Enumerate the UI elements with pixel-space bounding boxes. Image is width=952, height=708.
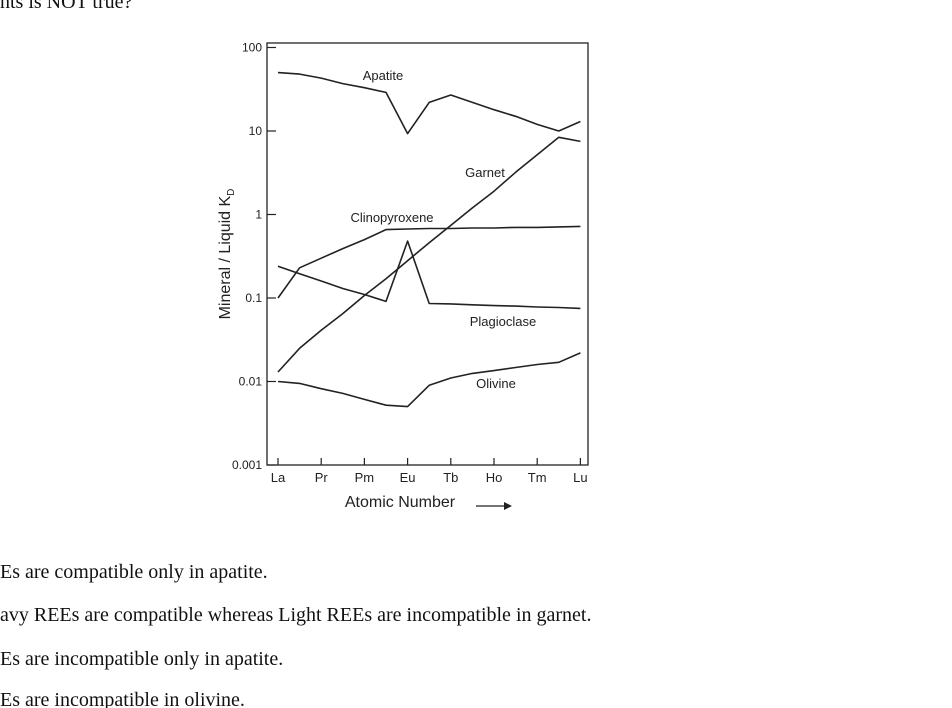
option: avy REEs are compatible whereas Light RE…	[0, 604, 591, 626]
arrow-head	[504, 502, 512, 510]
x-tick-label: Eu	[400, 470, 416, 485]
y-axis-title-subscript: D	[226, 189, 237, 196]
plot-frame	[266, 42, 589, 466]
x-tick-label: Ho	[486, 470, 503, 485]
x-tick-label: Pm	[355, 470, 375, 485]
series-line	[277, 71, 581, 135]
y-tick-label: 0.1	[245, 291, 262, 305]
series-label: Garnet	[465, 165, 505, 180]
series-label: Plagioclase	[470, 314, 537, 329]
y-axis-title-main: Mineral / Liquid K	[217, 195, 234, 319]
series-line	[277, 240, 581, 310]
y-tick-label: 100	[242, 41, 262, 55]
y-tick-label: 0.001	[232, 458, 262, 472]
x-tick-label: Lu	[573, 470, 587, 485]
option: Es are incompatible only in apatite.	[0, 648, 283, 670]
y-tick-label: 1	[255, 208, 262, 222]
x-tick-label: La	[271, 470, 286, 485]
series-line	[277, 352, 581, 408]
y-axis-title: Mineral / Liquid KD	[217, 189, 237, 320]
option: Es are incompatible in olivine.	[0, 689, 245, 708]
series-line	[277, 225, 581, 299]
y-axis-title-group: Mineral / Liquid KD	[217, 189, 237, 320]
x-tick-label: Pr	[315, 470, 329, 485]
question-text: nts is NOT true?	[0, 0, 133, 13]
series-line	[277, 136, 581, 373]
series-label: Olivine	[476, 376, 516, 391]
x-tick-label: Tm	[528, 470, 547, 485]
x-axis-title: Atomic Number	[345, 494, 456, 511]
series-label: Clinopyroxene	[350, 210, 433, 225]
series-label: Apatite	[363, 68, 403, 83]
y-tick-label: 0.01	[239, 375, 263, 389]
x-tick-label: Tb	[443, 470, 458, 485]
y-tick-label: 10	[249, 124, 263, 138]
option: Es are compatible only in apatite.	[0, 561, 268, 583]
arrow	[476, 502, 512, 510]
